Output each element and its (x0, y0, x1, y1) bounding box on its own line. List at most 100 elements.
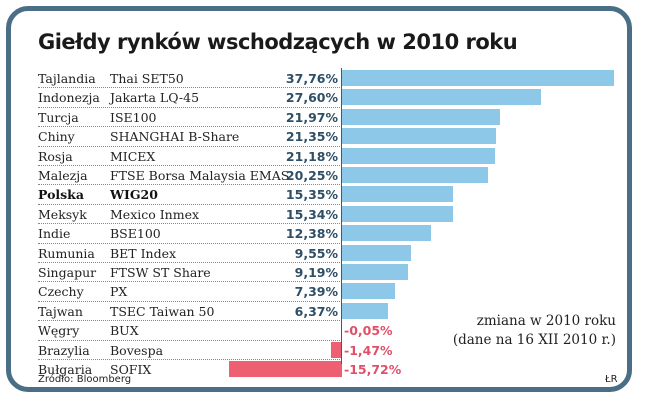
index-label: Bovespa (110, 342, 164, 358)
row-divider (38, 106, 342, 108)
country-label: Rumunia (38, 245, 95, 261)
row-divider (38, 262, 342, 263)
row-divider (38, 184, 342, 186)
chart-row: Singapur FTSW ST Share 9,19% (0, 263, 650, 282)
row-divider (38, 203, 342, 205)
index-label: PX (110, 284, 128, 300)
value-label: 6,37% (294, 303, 338, 319)
chart-row: Węgry BUX -0,05% (0, 321, 650, 340)
row-divider (38, 359, 342, 360)
bar (342, 147, 495, 164)
value-label: 20,25% (285, 168, 338, 183)
chart-title: Giełdy rynków wschodzących w 2010 roku (38, 30, 518, 54)
zero-axis (341, 68, 342, 364)
value-label: 15,34% (285, 206, 338, 222)
value-label: 7,39% (294, 284, 338, 300)
bar (342, 244, 411, 261)
index-label: WIG20 (110, 187, 158, 203)
index-label: MICEX (110, 148, 156, 164)
bar (342, 283, 396, 300)
chart-row: Polska WIG20 15,35% (0, 185, 650, 204)
value-label: 15,35% (285, 187, 338, 203)
source-label: Źródło: Bloomberg (38, 374, 132, 385)
row-divider (38, 87, 342, 89)
bar (228, 361, 342, 377)
row-divider (38, 320, 342, 322)
value-label: 21,18% (285, 148, 338, 164)
country-label: Polska (38, 187, 84, 203)
value-label: -0,05% (344, 323, 393, 339)
index-label: Thai SET50 (110, 71, 184, 86)
index-label: BSE100 (110, 226, 161, 242)
chart-row: Brazylia Bovespa -1,47% (0, 341, 650, 360)
index-label: SOFIX (110, 362, 152, 377)
index-label: BET Index (110, 245, 177, 261)
country-label: Węgry (38, 323, 80, 339)
chart-row: Bułgaria SOFIX -15,72% (0, 360, 650, 379)
country-label: Turcja (38, 109, 79, 125)
country-label: Malezja (38, 168, 88, 183)
chart-row: Malezja FTSE Borsa Malaysia EMAS 20,25% (0, 166, 650, 185)
index-label: Mexico Inmex (110, 206, 200, 222)
bar (342, 186, 453, 203)
index-label: ISE100 (110, 109, 157, 125)
value-label: 9,55% (294, 245, 338, 261)
index-label: FTSE Borsa Malaysia EMAS (110, 168, 290, 183)
bar (331, 341, 342, 358)
index-label: BUX (110, 323, 139, 339)
chart-row: Tajlandia Thai SET50 37,76% (0, 69, 650, 88)
index-label: Jakarta LQ-45 (110, 90, 200, 106)
author-initials: ŁR (605, 374, 618, 385)
bar (342, 89, 541, 106)
index-label: TSEC Taiwan 50 (110, 303, 215, 319)
bar (342, 205, 453, 222)
chart-row: Rumunia BET Index 9,55% (0, 244, 650, 263)
value-label: 37,76% (285, 71, 338, 86)
bar (342, 302, 388, 319)
legend-note-line1: zmiana w 2010 roku (476, 313, 616, 329)
value-label: 27,60% (285, 90, 338, 106)
index-label: SHANGHAI B-Share (110, 129, 240, 145)
row-divider (38, 165, 342, 166)
row-divider (38, 339, 342, 341)
legend-note-line2: (dane na 16 XII 2010 r.) (452, 332, 616, 348)
chart-row: Meksyk Mexico Inmex 15,34% (0, 205, 650, 224)
row-divider (38, 223, 342, 225)
country-label: Tajlandia (38, 71, 96, 86)
value-label: 12,38% (285, 226, 338, 242)
country-label: Indonezja (38, 90, 100, 106)
bar (342, 264, 409, 280)
country-label: Brazylia (38, 342, 90, 358)
value-label: 21,35% (285, 129, 338, 145)
value-label: 9,19% (294, 265, 338, 280)
chart-row: Indie BSE100 12,38% (0, 224, 650, 243)
row-divider (38, 300, 342, 302)
chart-row: Rosja MICEX 21,18% (0, 147, 650, 166)
country-label: Rosja (38, 148, 73, 164)
row-divider (38, 281, 342, 283)
bar (342, 128, 496, 145)
chart-row: Chiny SHANGHAI B-Share 21,35% (0, 127, 650, 146)
row-divider (38, 145, 342, 147)
bar (342, 70, 614, 86)
chart-row: Indonezja Jakarta LQ-45 27,60% (0, 88, 650, 107)
index-label: FTSW ST Share (110, 265, 211, 280)
chart-row: Tajwan TSEC Taiwan 50 6,37% (0, 302, 650, 321)
country-label: Singapur (38, 265, 97, 280)
country-label: Tajwan (38, 303, 83, 319)
bar (342, 225, 432, 242)
value-label: -1,47% (344, 342, 393, 358)
row-divider (38, 126, 342, 128)
country-label: Bułgaria (38, 362, 93, 377)
country-label: Meksyk (38, 206, 87, 222)
row-divider (38, 242, 342, 244)
value-label: -15,72% (344, 362, 402, 377)
bar (342, 167, 488, 183)
country-label: Czechy (38, 284, 84, 300)
value-label: 21,97% (285, 109, 338, 125)
country-label: Chiny (38, 129, 75, 145)
chart-row: Czechy PX 7,39% (0, 282, 650, 301)
bar (342, 108, 501, 125)
chart-row: Turcja ISE100 21,97% (0, 108, 650, 127)
